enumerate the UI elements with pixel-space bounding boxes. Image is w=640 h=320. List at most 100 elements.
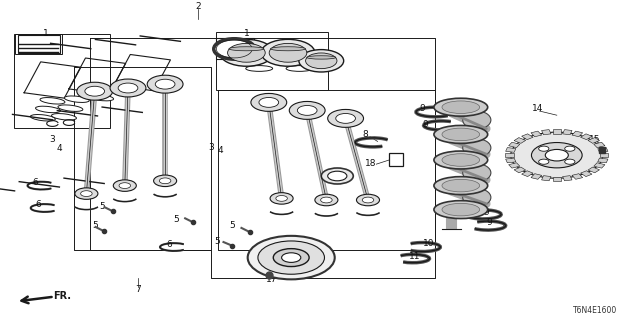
Ellipse shape	[434, 98, 488, 116]
Circle shape	[511, 132, 603, 178]
Bar	[15, 34, 62, 54]
Circle shape	[282, 253, 301, 262]
Circle shape	[77, 82, 113, 100]
Ellipse shape	[229, 47, 264, 51]
Bar	[216, 32, 328, 90]
Polygon shape	[509, 142, 520, 148]
Text: 9: 9	[484, 208, 489, 217]
Circle shape	[269, 44, 307, 62]
Polygon shape	[541, 176, 551, 181]
Circle shape	[289, 101, 325, 119]
Text: 2: 2	[196, 2, 201, 11]
Circle shape	[251, 93, 287, 111]
Circle shape	[531, 142, 582, 168]
Text: 3: 3	[50, 135, 55, 144]
Ellipse shape	[271, 47, 305, 51]
Ellipse shape	[307, 56, 336, 59]
Ellipse shape	[36, 106, 60, 113]
Circle shape	[118, 83, 138, 93]
Polygon shape	[514, 138, 525, 143]
Bar	[14, 34, 110, 128]
Circle shape	[220, 39, 273, 66]
Ellipse shape	[65, 96, 89, 102]
Circle shape	[336, 114, 355, 123]
Circle shape	[270, 193, 293, 204]
Polygon shape	[580, 171, 592, 177]
Text: 9: 9	[420, 104, 425, 113]
Text: 8: 8	[362, 130, 367, 139]
Ellipse shape	[463, 188, 491, 206]
Polygon shape	[588, 138, 600, 143]
Polygon shape	[580, 134, 592, 140]
Bar	[18, 35, 60, 53]
Text: 6: 6	[33, 178, 38, 187]
Ellipse shape	[58, 105, 83, 111]
Polygon shape	[531, 131, 541, 137]
Text: 14: 14	[532, 104, 543, 113]
Circle shape	[315, 194, 338, 206]
Ellipse shape	[246, 66, 273, 71]
Text: 17: 17	[266, 275, 278, 284]
Ellipse shape	[442, 154, 479, 166]
Ellipse shape	[434, 125, 488, 143]
Circle shape	[258, 241, 324, 274]
Polygon shape	[522, 171, 533, 177]
Polygon shape	[572, 174, 582, 179]
Polygon shape	[522, 134, 533, 140]
Text: 10: 10	[423, 239, 435, 248]
Ellipse shape	[442, 128, 479, 141]
Text: 4: 4	[56, 144, 61, 153]
Ellipse shape	[442, 101, 479, 114]
Ellipse shape	[52, 114, 76, 120]
Ellipse shape	[40, 98, 65, 104]
Polygon shape	[553, 177, 561, 181]
Polygon shape	[541, 130, 551, 135]
Circle shape	[259, 98, 278, 107]
Circle shape	[356, 194, 380, 206]
Circle shape	[298, 106, 317, 115]
Circle shape	[156, 79, 175, 89]
Text: 5: 5	[215, 237, 220, 246]
Circle shape	[539, 159, 549, 164]
Text: 6: 6	[36, 200, 41, 209]
Circle shape	[147, 75, 183, 93]
Polygon shape	[531, 174, 541, 179]
Text: 1: 1	[44, 29, 49, 38]
Ellipse shape	[286, 66, 313, 71]
Text: 1: 1	[244, 29, 249, 38]
Circle shape	[113, 180, 136, 191]
Text: 11: 11	[409, 252, 420, 261]
Text: 16: 16	[266, 245, 278, 254]
Circle shape	[248, 236, 335, 279]
Text: 3: 3	[209, 143, 214, 152]
Ellipse shape	[463, 111, 491, 129]
Text: 18: 18	[365, 159, 377, 168]
Ellipse shape	[463, 139, 491, 157]
Text: T6N4E1600: T6N4E1600	[573, 306, 618, 315]
Circle shape	[321, 168, 353, 184]
Ellipse shape	[89, 94, 113, 101]
Circle shape	[261, 39, 315, 66]
Polygon shape	[594, 142, 605, 148]
Ellipse shape	[434, 201, 488, 219]
Polygon shape	[588, 167, 600, 173]
Polygon shape	[506, 148, 516, 152]
Circle shape	[119, 183, 131, 188]
Polygon shape	[563, 176, 572, 181]
Ellipse shape	[463, 164, 491, 182]
Circle shape	[305, 53, 337, 68]
Ellipse shape	[442, 203, 479, 216]
Circle shape	[321, 197, 332, 203]
Text: 12: 12	[337, 175, 348, 184]
Circle shape	[299, 50, 344, 72]
Polygon shape	[514, 167, 525, 173]
Text: 15: 15	[589, 135, 601, 144]
Text: 9: 9	[423, 120, 428, 129]
Polygon shape	[553, 129, 561, 134]
Circle shape	[328, 109, 364, 127]
Circle shape	[276, 196, 287, 201]
Text: 13: 13	[305, 262, 316, 271]
Circle shape	[81, 191, 92, 196]
Polygon shape	[598, 148, 608, 152]
Circle shape	[273, 249, 309, 267]
